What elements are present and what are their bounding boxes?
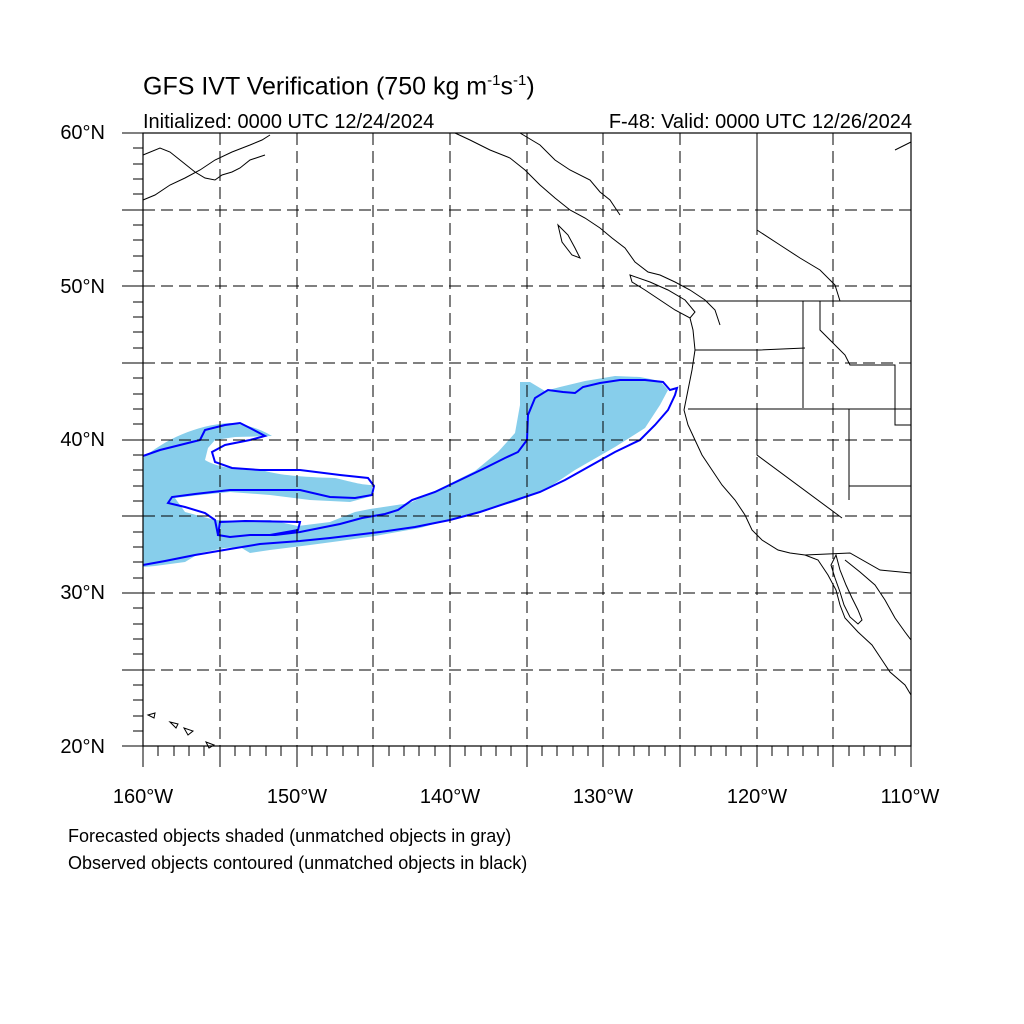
legend-forecast-note: Forecasted objects shaded (unmatched obj… [68,826,512,846]
alaska-coast [142,147,266,181]
title-close-paren: ) [526,72,535,101]
title-exponent-1: -1 [487,72,501,89]
y-minor-ticks [133,147,143,732]
map-title: GFS IVT Verification (750 kg m-1s-1) [143,72,535,101]
state-boundaries [688,133,912,574]
lat-label-40n: 40°N [60,429,105,451]
x-major-ticks [142,746,912,767]
us-west-coast [683,317,912,696]
lat-lon-grid [143,133,911,746]
observed-contours [142,379,679,566]
us-mexico-border [804,552,912,574]
observed-object-west [142,421,376,536]
baja-california [830,553,863,625]
axis-ticks [122,132,912,767]
initialized-time: Initialized: 0000 UTC 12/24/2024 [143,111,435,133]
lat-grid-lines [143,209,911,671]
lon-label-160w: 160°W [112,786,174,808]
forecast-object [143,376,668,567]
gulf-coast-mexico [844,559,912,641]
canada-coast-2 [519,132,621,216]
valid-time: F-48: Valid: 0000 UTC 12/26/2024 [608,111,912,133]
alaska-coast-south [142,134,271,201]
lon-label-140w: 140°W [419,786,481,808]
montana-idaho-border [819,301,911,426]
observed-object-main [142,379,679,566]
haida-gwaii [557,223,582,259]
lon-label-120w: 120°W [726,786,788,808]
vancouver-island [629,274,696,319]
lat-label-20n: 20°N [60,736,105,758]
washington-oregon-border [695,347,806,351]
lat-label-60n: 60°N [60,122,105,144]
lat-label-50n: 50°N [60,276,105,298]
alaska-canada-border [756,133,841,302]
coastlines [142,132,912,749]
california-nevada-border [756,409,843,519]
lon-label-130w: 130°W [572,786,634,808]
legend-observed-note: Observed objects contoured (unmatched ob… [68,853,528,873]
title-exponent-2: -1 [512,72,527,89]
forecast-object-shading [143,376,668,567]
hudson-coast [894,141,912,151]
lat-label-30n: 30°N [60,582,105,604]
title-unit-s: s [500,72,513,101]
lon-label-150w: 150°W [266,786,328,808]
lon-label-110w: 110°W [880,786,940,808]
hawaii [146,712,216,749]
y-major-ticks [122,132,143,747]
canada-coast [454,132,721,326]
title-text: GFS IVT Verification (750 kg m [143,72,488,101]
x-minor-ticks [157,746,896,756]
